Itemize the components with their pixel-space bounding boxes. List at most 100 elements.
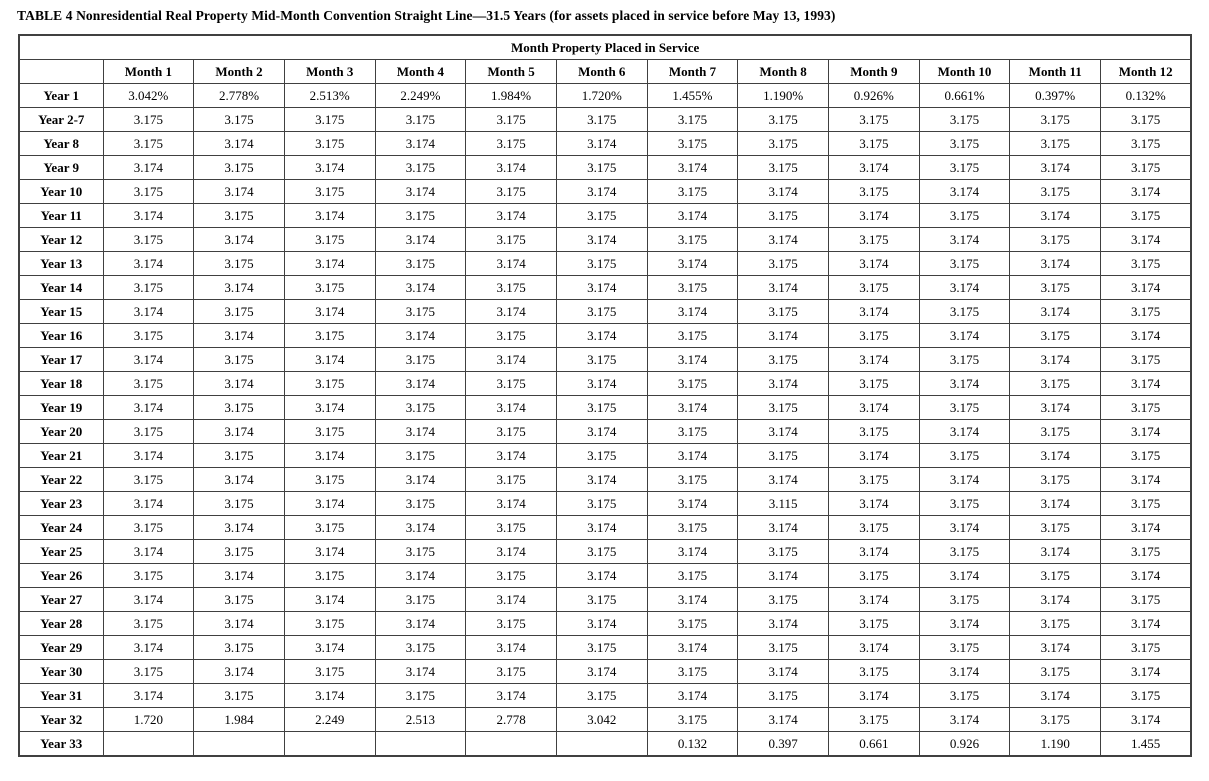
rate-cell: 3.175 [465, 179, 557, 204]
rate-cell: 3.175 [1100, 539, 1192, 564]
rate-cell: 3.174 [737, 371, 829, 396]
rate-cell: 3.174 [646, 491, 739, 516]
table-row: Year 2-7 3.175 3.175 3.175 3.175 3.175 3.175 3.… [18, 107, 1192, 132]
rate-cell: 3.174 [283, 299, 376, 324]
rate-cell: 3.175 [374, 299, 467, 324]
rate-cell: 3.175 [1100, 683, 1192, 708]
rate-cell: 3.175 [1100, 491, 1192, 516]
rate-cell: 3.175 [1009, 179, 1102, 204]
rate-cell: 3.174 [193, 467, 285, 492]
rate-cell: 3.174 [828, 635, 920, 660]
rate-cell: 3.174 [828, 203, 920, 228]
rate-cell: 3.174 [828, 587, 920, 612]
rate-cell: 3.175 [828, 707, 920, 732]
rate-cell: 3.174 [918, 227, 1011, 252]
year-label-cell: Year 26 [18, 563, 104, 588]
rate-cell: 3.174 [1100, 707, 1192, 732]
year-label-cell: Year 9 [18, 155, 104, 180]
rate-cell: 3.175 [646, 467, 739, 492]
year-label-cell: Year 23 [18, 491, 104, 516]
rate-cell: 3.174 [1009, 155, 1102, 180]
rate-cell: 3.174 [555, 131, 648, 156]
table-row: Year 24 3.175 3.174 3.175 3.174 3.175 3.174 3.1… [18, 515, 1192, 540]
rate-cell: 3.175 [283, 227, 376, 252]
rate-cell: 3.175 [283, 659, 376, 684]
month-header-cell: Month 9 [828, 59, 920, 84]
table-row: Year 12 3.175 3.174 3.175 3.174 3.175 3.174 3.1… [18, 227, 1192, 252]
rate-cell: 3.175 [737, 251, 829, 276]
rate-cell: 3.175 [1009, 419, 1102, 444]
rate-cell: 3.174 [102, 155, 195, 180]
rate-cell: 3.174 [737, 563, 829, 588]
rate-cell: 3.175 [555, 251, 648, 276]
rate-cell: 3.175 [102, 179, 195, 204]
rate-cell: 3.175 [918, 635, 1011, 660]
rate-cell: 3.175 [918, 395, 1011, 420]
rate-cell: 0.926 [918, 731, 1011, 757]
rate-cell: 3.174 [193, 659, 285, 684]
rate-cell: 3.175 [1100, 155, 1192, 180]
month-header-cell: Month 12 [1100, 59, 1192, 84]
rate-cell: 3.174 [465, 203, 557, 228]
rate-cell: 3.175 [193, 347, 285, 372]
rate-cell: 3.175 [283, 131, 376, 156]
rate-cell: 3.174 [193, 179, 285, 204]
rate-cell: 3.175 [555, 299, 648, 324]
rate-cell: 3.175 [374, 635, 467, 660]
rate-cell: 3.174 [102, 443, 195, 468]
rate-cell: 3.175 [102, 419, 195, 444]
year-label-cell: Year 20 [18, 419, 104, 444]
rate-cell: 3.174 [374, 179, 467, 204]
rate-cell: 3.175 [283, 179, 376, 204]
rate-cell: 3.175 [918, 155, 1011, 180]
rate-cell: 3.175 [102, 467, 195, 492]
rate-cell: 3.175 [828, 467, 920, 492]
rate-cell: 3.175 [1100, 299, 1192, 324]
rate-cell: 3.175 [555, 587, 648, 612]
rate-cell: 3.175 [555, 107, 648, 132]
year-label-cell: Year 18 [18, 371, 104, 396]
rate-cell: 3.175 [737, 683, 829, 708]
rate-cell: 3.174 [374, 323, 467, 348]
rate-cell: 3.175 [555, 155, 648, 180]
rate-cell: 3.175 [646, 275, 739, 300]
rate-cell: 3.174 [918, 179, 1011, 204]
rate-cell: 3.174 [465, 395, 557, 420]
table-row: Year 31 3.174 3.175 3.174 3.175 3.174 3.175 3.1… [18, 683, 1192, 708]
rate-cell: 0.132% [1100, 83, 1192, 108]
rate-cell: 3.174 [102, 395, 195, 420]
rate-cell: 3.175 [193, 635, 285, 660]
rate-cell: 3.175 [193, 539, 285, 564]
table-row: Year 23 3.174 3.175 3.174 3.175 3.174 3.175 3.1… [18, 491, 1192, 516]
rate-cell: 3.174 [646, 251, 739, 276]
month-header-cell: Month 1 [102, 59, 195, 84]
rate-cell: 3.174 [193, 275, 285, 300]
rate-cell: 3.174 [555, 611, 648, 636]
rate-cell: 3.175 [828, 323, 920, 348]
rate-cell: 3.175 [918, 443, 1011, 468]
rate-cell: 3.174 [1009, 683, 1102, 708]
rate-cell: 3.175 [1009, 467, 1102, 492]
rate-cell: 3.175 [555, 683, 648, 708]
year-label-cell: Year 8 [18, 131, 104, 156]
rate-cell: 3.174 [1009, 203, 1102, 228]
rate-cell [465, 731, 557, 757]
rate-cell: 3.175 [465, 563, 557, 588]
rate-cell: 3.174 [1009, 443, 1102, 468]
rate-cell: 3.175 [828, 611, 920, 636]
rate-cell: 3.174 [737, 707, 829, 732]
rate-cell: 3.174 [1100, 467, 1192, 492]
year-label-cell: Year 10 [18, 179, 104, 204]
rate-cell [374, 731, 467, 757]
rate-cell: 3.175 [283, 563, 376, 588]
rate-cell: 3.174 [193, 611, 285, 636]
rate-cell: 3.175 [283, 323, 376, 348]
rate-cell: 3.174 [102, 491, 195, 516]
rate-cell [102, 731, 195, 757]
rate-cell: 3.174 [1100, 275, 1192, 300]
rate-cell: 3.174 [1009, 299, 1102, 324]
rate-cell: 1.720% [555, 83, 648, 108]
rate-cell: 3.175 [193, 203, 285, 228]
rate-cell: 3.175 [1100, 203, 1192, 228]
rate-cell: 3.042% [102, 83, 195, 108]
